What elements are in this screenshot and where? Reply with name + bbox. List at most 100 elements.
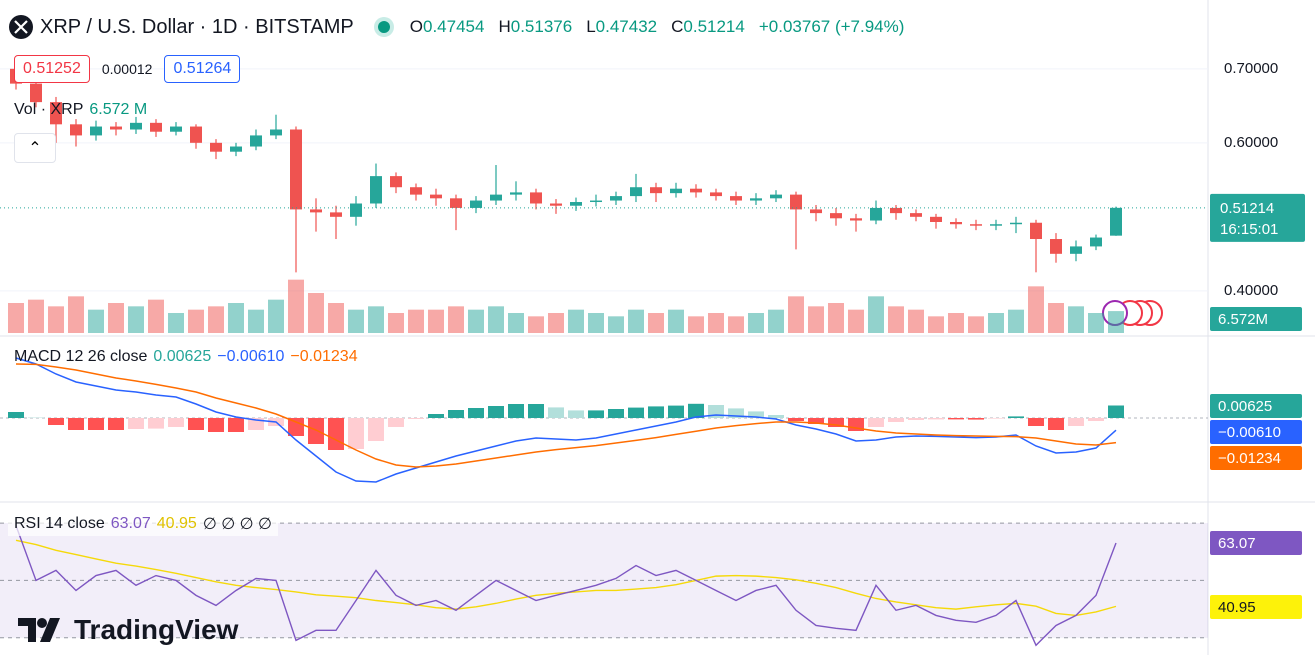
macd-histogram-bar (308, 418, 324, 444)
macd-axis-label-bg (1210, 446, 1302, 470)
macd-histogram-bar (1068, 418, 1084, 426)
volume-bar (348, 309, 364, 333)
macd-histogram-bar (1088, 418, 1104, 421)
macd-histogram-bar (928, 418, 944, 420)
volume-bar (208, 306, 224, 333)
candle-body (590, 200, 602, 203)
volume-bar (148, 299, 164, 333)
ohlc-value: 0.51214 (683, 17, 745, 36)
macd-histogram-bar (348, 418, 364, 449)
ask[interactable]: 0.51264 (164, 55, 241, 83)
macd-axis-label: −0.00610 (1218, 424, 1281, 441)
volume-bar (628, 309, 644, 333)
macd-histogram-bar (468, 408, 484, 418)
volume-bar (1068, 306, 1084, 333)
signal-value: −0.01234 (290, 348, 358, 365)
volume-bar (888, 306, 904, 333)
candle-body (1070, 246, 1082, 254)
candle-body (350, 203, 362, 217)
macd-histogram-bar (188, 418, 204, 430)
macd-histogram-bar (1008, 416, 1024, 418)
bid[interactable]: 0.51252 (14, 55, 90, 83)
candle-body (930, 216, 942, 222)
candle-body (70, 124, 82, 136)
volume-bar (648, 313, 664, 333)
volume-bar (848, 309, 864, 333)
brand[interactable]: TradingView (18, 614, 238, 646)
macd-histogram-bar (168, 418, 184, 427)
macd-histogram-bar (88, 418, 104, 430)
macd-histogram-bar (548, 407, 564, 418)
status-dot (377, 21, 390, 33)
macd-histogram-bar (568, 410, 584, 418)
volume-bar (588, 313, 604, 333)
ohlc-key: L (586, 17, 596, 36)
macd-histogram-bar (388, 418, 404, 427)
volume-bar (808, 306, 824, 333)
volume-bar (248, 309, 264, 333)
last-price-bg (1210, 193, 1305, 242)
volume-bar (368, 306, 384, 333)
macd-histogram-bar (8, 412, 24, 418)
macd-histogram-bar (128, 418, 144, 429)
candle-body (450, 198, 462, 208)
y-tick-label: 0.70000 (1224, 60, 1278, 77)
macd-histogram-bar (408, 418, 424, 419)
volume-bar (608, 316, 624, 333)
macd-value: −0.00610 (217, 348, 285, 365)
candle-body (90, 126, 102, 136)
candle-body (870, 207, 882, 221)
macd-histogram-bar (488, 406, 504, 418)
volume-bar (188, 309, 204, 333)
macd-histogram-bar (588, 410, 604, 418)
candle-body (770, 194, 782, 199)
macd-axis-label: 0.00625 (1218, 398, 1272, 415)
candle-body (890, 207, 902, 214)
candle-body (230, 146, 242, 152)
volume-bar (448, 306, 464, 333)
macd-histogram-bar (768, 415, 784, 418)
collapse-button[interactable]: ⌃ (14, 133, 56, 163)
macd-histogram-bar (68, 418, 84, 430)
volume-bar (8, 303, 24, 333)
volume-bar (828, 303, 844, 333)
ohlc-legend: O 0.47454 H 0.51376 L 0.47432 C 0.51214 (410, 17, 753, 37)
candle-body (610, 196, 622, 201)
volume-bar (88, 309, 104, 333)
candle-body (830, 213, 842, 219)
ohlc-value: 0.47454 (423, 17, 485, 36)
rsi-extra: ∅ ∅ ∅ ∅ (202, 516, 272, 533)
spread: 0.00012 (101, 61, 153, 77)
candle-body (30, 83, 42, 103)
volume-bar (1028, 286, 1044, 333)
rsi-title: RSI 14 close (14, 515, 105, 532)
y-tick-label: 0.60000 (1224, 134, 1278, 151)
volume-bar (308, 293, 324, 333)
macd-histogram-bar (788, 418, 804, 421)
symbol: XRP / U.S. Dollar · 1D · BITSTAMP (40, 15, 354, 38)
candle-body (110, 126, 122, 130)
candle-body (150, 122, 162, 132)
rsi-ma-axis-label-bg (1210, 595, 1302, 619)
volume-bar (388, 313, 404, 333)
volume-value: 6.572 M (89, 101, 148, 118)
candle-body (250, 135, 262, 147)
brand-logo (18, 618, 60, 642)
candle-body (1030, 222, 1042, 240)
macd-title: MACD 12 26 close (14, 348, 148, 365)
ohlc-value: 0.47432 (595, 17, 658, 36)
macd-histogram-bar (608, 409, 624, 418)
candle-body (470, 200, 482, 208)
last-price-label: 0.51214 (1220, 200, 1274, 217)
volume-bar (228, 303, 244, 333)
header: XRP / U.S. Dollar · 1D · BITSTAMP O 0.474… (8, 14, 904, 40)
volume-bar (1088, 313, 1104, 333)
volume-bar (288, 279, 304, 333)
candle-body (1110, 207, 1122, 236)
candle-body (1050, 239, 1062, 254)
volume-bar (788, 296, 804, 333)
volume-bar (428, 309, 444, 333)
candle-body (690, 188, 702, 193)
candle-body (730, 196, 742, 201)
